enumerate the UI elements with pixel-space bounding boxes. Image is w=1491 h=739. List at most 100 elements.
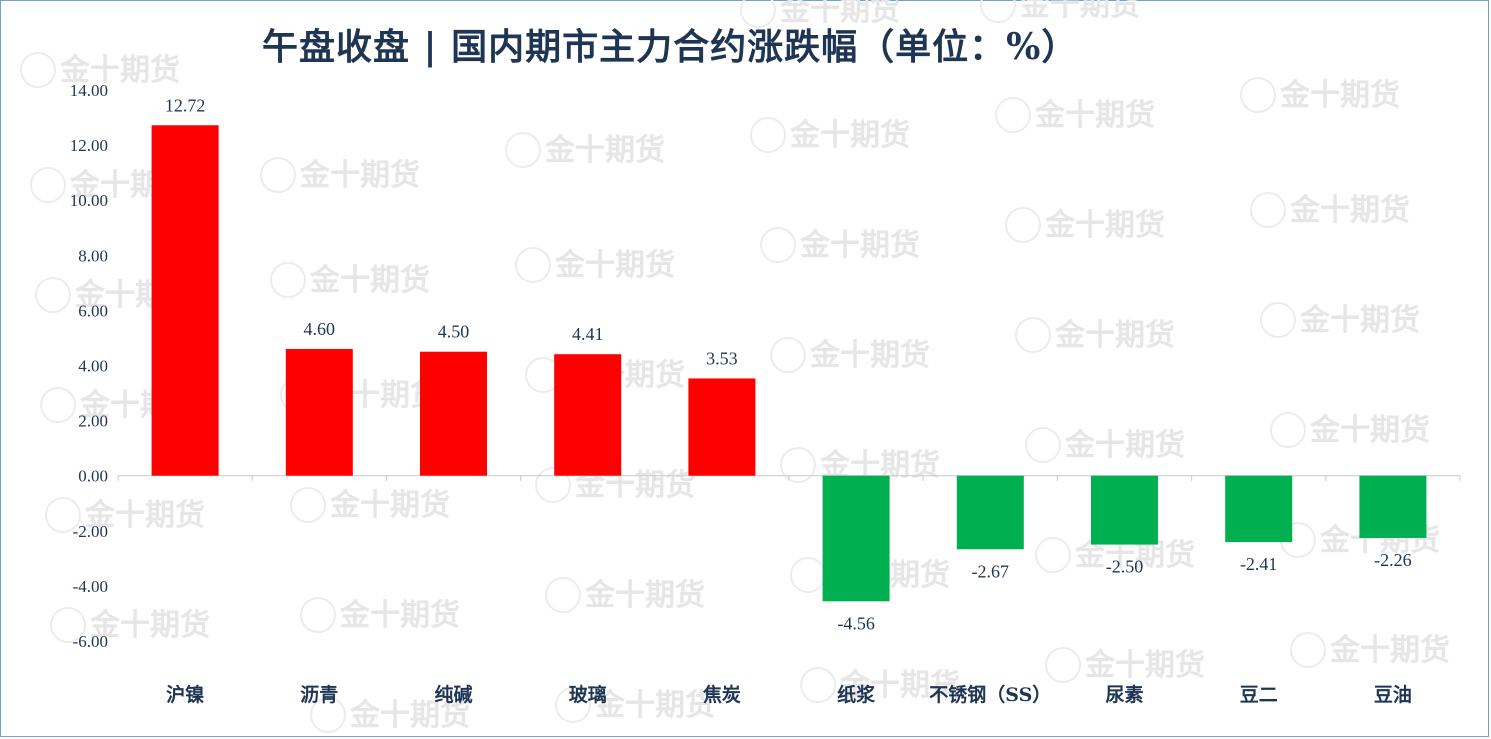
watermark-text: 金十期货 bbox=[299, 158, 420, 193]
y-tick-label: 4.00 bbox=[78, 357, 108, 376]
watermark-text: 金十期货 bbox=[329, 488, 450, 523]
watermark-text: 金十期货 bbox=[1084, 648, 1205, 683]
watermark-logo-icon bbox=[270, 262, 306, 298]
watermark-text: 金十期货 bbox=[1019, 0, 1140, 23]
watermark-logo-icon bbox=[30, 167, 66, 203]
bar-8 bbox=[1225, 475, 1293, 543]
bar-5 bbox=[822, 475, 890, 602]
bar-4 bbox=[688, 378, 756, 476]
bars-layer bbox=[151, 125, 1427, 602]
category-label-1: 沥青 bbox=[300, 684, 338, 706]
bar-6 bbox=[956, 475, 1024, 550]
y-tick-label: 0.00 bbox=[78, 467, 108, 486]
watermark-text: 金十期货 bbox=[1309, 413, 1430, 448]
watermark-logo-icon bbox=[995, 97, 1031, 133]
data-label-2: 4.50 bbox=[438, 322, 470, 342]
watermark-text: 金十期货 bbox=[554, 248, 675, 283]
watermark-logo-icon bbox=[1025, 427, 1061, 463]
bar-9 bbox=[1359, 475, 1427, 538]
bar-3 bbox=[554, 354, 622, 476]
y-tick-label: -2.00 bbox=[73, 522, 108, 541]
bar-1 bbox=[285, 348, 353, 476]
y-tick-label: 6.00 bbox=[78, 301, 108, 320]
watermark-logo-icon bbox=[45, 497, 81, 533]
data-label-8: -2.41 bbox=[1240, 554, 1278, 574]
watermark-logo-icon bbox=[50, 607, 86, 643]
watermark-logo-icon bbox=[20, 52, 56, 88]
watermark-text: 金十期货 bbox=[544, 133, 665, 168]
y-tick-label: -4.00 bbox=[73, 577, 108, 596]
data-label-0: 12.72 bbox=[165, 95, 206, 115]
category-label-8: 豆二 bbox=[1240, 684, 1278, 706]
data-label-3: 4.41 bbox=[572, 324, 604, 344]
data-label-7: -2.50 bbox=[1106, 557, 1144, 577]
bar-7 bbox=[1091, 475, 1158, 545]
chart-title: 午盘收盘 | 国内期市主力合约涨跌幅（单位：%） bbox=[262, 26, 1079, 68]
bar-0 bbox=[151, 125, 219, 476]
watermark-logo-icon bbox=[1250, 192, 1286, 228]
watermark-text: 金十期货 bbox=[594, 688, 715, 723]
watermark-logo-icon bbox=[980, 0, 1016, 23]
watermark-text: 金十期货 bbox=[839, 668, 960, 703]
watermark-logo-icon bbox=[545, 577, 581, 613]
watermark-logo-icon bbox=[740, 0, 776, 28]
watermark-logo-icon bbox=[1005, 207, 1041, 243]
watermark-logo-icon bbox=[1015, 317, 1051, 353]
watermark-text: 金十期货 bbox=[1044, 208, 1165, 243]
watermark-text: 金十期货 bbox=[1279, 78, 1400, 113]
data-label-4: 3.53 bbox=[706, 348, 738, 368]
data-label-1: 4.60 bbox=[304, 319, 336, 339]
watermark-logo-icon bbox=[290, 487, 326, 523]
watermark-text: 金十期货 bbox=[89, 608, 210, 643]
watermark-logo-icon bbox=[40, 387, 76, 423]
y-tick-label: 10.00 bbox=[70, 191, 108, 210]
y-tick-label: 14.00 bbox=[70, 81, 108, 100]
category-label-9: 豆油 bbox=[1374, 684, 1412, 706]
watermark-logo-icon bbox=[555, 687, 591, 723]
watermark-logo-icon bbox=[790, 557, 826, 593]
watermark-text: 金十期货 bbox=[1329, 633, 1450, 668]
axis-layer: 14.00 12.00 10.00 8.00 6.00 4.00 2.00 0.00 -2.00… bbox=[70, 81, 1461, 651]
watermark-text: 金十期货 bbox=[1054, 318, 1175, 353]
data-label-6: -2.67 bbox=[972, 561, 1010, 581]
watermark-logo-icon bbox=[1035, 537, 1071, 573]
watermark-text: 金十期货 bbox=[84, 498, 205, 533]
watermark-logo-icon bbox=[1045, 647, 1081, 683]
bar-2 bbox=[420, 351, 487, 476]
watermark-text: 金十期货 bbox=[779, 0, 900, 28]
watermark-text: 金十期货 bbox=[309, 263, 430, 298]
y-tick-label: 2.00 bbox=[78, 412, 108, 431]
watermark-logo-icon bbox=[760, 227, 796, 263]
category-label-4: 焦炭 bbox=[702, 683, 741, 706]
labels-layer: 12.72 沪镍 4.60 沥青 4.50 纯碱 4.41 玻璃 3.53 焦炭 -4.56 纸浆 -2… bbox=[165, 95, 1412, 706]
watermark-text: 金十期货 bbox=[1034, 98, 1155, 133]
watermark-logo-icon bbox=[1290, 632, 1326, 668]
watermark-text: 金十期货 bbox=[809, 338, 930, 373]
watermark-logo-icon bbox=[515, 247, 551, 283]
watermark-text: 金十期货 bbox=[59, 53, 180, 88]
category-label-5: 纸浆 bbox=[837, 683, 876, 706]
watermark-logo-icon bbox=[260, 157, 296, 193]
watermark-text: 金十期货 bbox=[339, 598, 460, 633]
watermark-logo-icon bbox=[505, 132, 541, 168]
watermark-text: 金十期货 bbox=[584, 578, 705, 613]
watermark-logo-icon bbox=[300, 597, 336, 633]
data-label-5: -4.56 bbox=[837, 613, 875, 633]
category-label-0: 沪镍 bbox=[166, 683, 204, 706]
watermark-logo-icon bbox=[800, 667, 836, 703]
watermark-text: 金十期货 bbox=[349, 698, 470, 733]
watermark-logo-icon bbox=[1240, 77, 1276, 113]
watermark-logo-icon bbox=[310, 697, 346, 733]
watermark-logo-icon bbox=[1260, 302, 1296, 338]
y-tick-label: 8.00 bbox=[78, 246, 108, 265]
watermark-text: 金十期货 bbox=[1064, 428, 1185, 463]
watermark-text: 金十期货 bbox=[1289, 193, 1410, 228]
category-label-6: 不锈钢（SS） bbox=[929, 683, 1051, 706]
watermark-text: 金十期货 bbox=[789, 118, 910, 153]
category-label-3: 玻璃 bbox=[569, 683, 607, 706]
watermark-logo-icon bbox=[780, 447, 816, 483]
watermark-logo-icon bbox=[535, 467, 571, 503]
